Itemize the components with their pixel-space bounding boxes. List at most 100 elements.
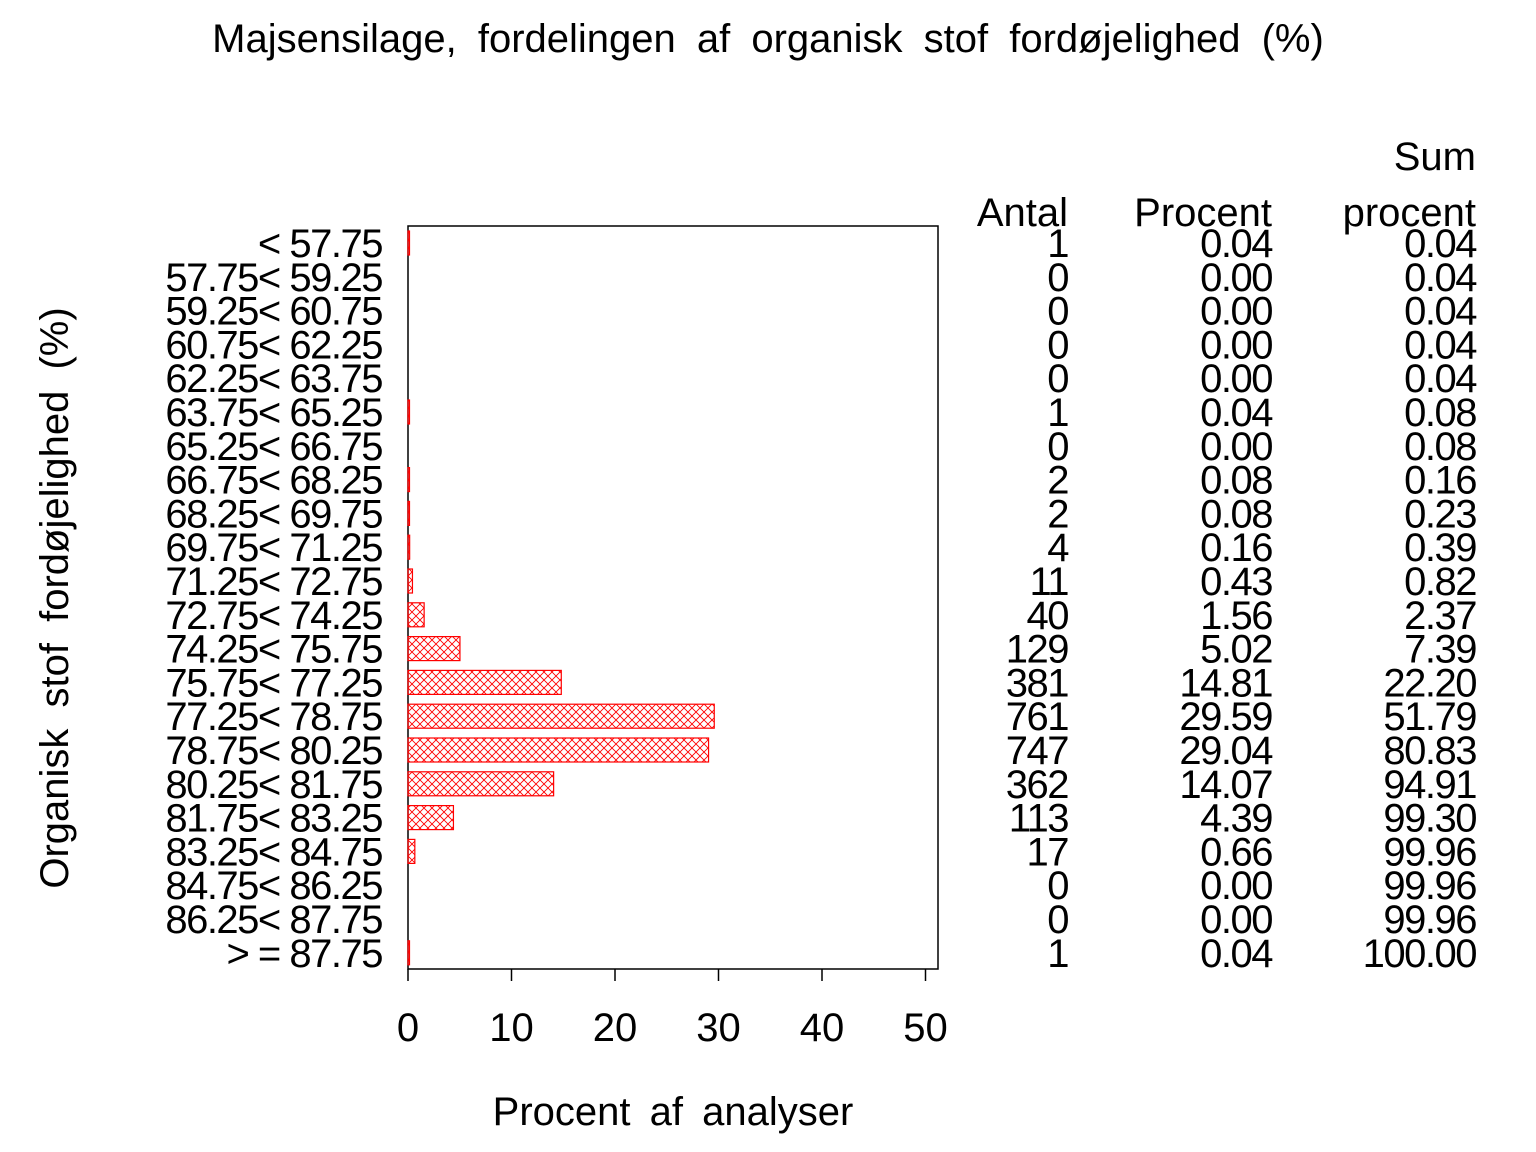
table-cell-sum-procent: 7.39 bbox=[1404, 628, 1476, 672]
bar bbox=[407, 838, 416, 865]
table-cell-procent: 0.00 bbox=[1200, 864, 1272, 908]
table-header-antal: Antal bbox=[977, 191, 1068, 235]
y-tick-label: 78.75< 80.25 bbox=[165, 729, 382, 773]
table-cell-sum-procent: 99.96 bbox=[1383, 864, 1476, 908]
bar bbox=[407, 940, 411, 966]
table-cell-antal: 0 bbox=[1047, 290, 1068, 334]
table-cell-sum-procent: 0.04 bbox=[1404, 256, 1477, 300]
table-cell-antal: 381 bbox=[1006, 661, 1068, 705]
table-cell-sum-procent: 51.79 bbox=[1383, 695, 1476, 739]
table-cell-sum-procent: 0.04 bbox=[1404, 290, 1477, 334]
table-cell-procent: 1.56 bbox=[1200, 594, 1272, 638]
table-cell-sum-procent: 94.91 bbox=[1383, 763, 1476, 807]
table-cell-antal: 0 bbox=[1047, 425, 1068, 469]
table-cell-procent: 0.08 bbox=[1200, 492, 1272, 536]
y-tick-label: 62.25< 63.75 bbox=[165, 357, 382, 401]
table-cell-sum-procent: 0.04 bbox=[1404, 323, 1477, 367]
table-cell-procent: 14.81 bbox=[1179, 661, 1272, 705]
x-tick-label: 50 bbox=[903, 1006, 948, 1050]
bar bbox=[407, 703, 715, 729]
table-cell-sum-procent: 0.39 bbox=[1404, 526, 1476, 570]
bars-layer bbox=[407, 230, 715, 966]
x-tick-label: 20 bbox=[593, 1006, 638, 1050]
x-tick-label: 40 bbox=[800, 1006, 845, 1050]
y-tick-label: > = 87.75 bbox=[226, 932, 382, 976]
table-cell-antal: 113 bbox=[1009, 797, 1069, 841]
table-cell-procent: 0.16 bbox=[1200, 526, 1272, 570]
table-cell-sum-procent: 0.04 bbox=[1404, 357, 1477, 401]
table-cell-antal: 17 bbox=[1027, 830, 1069, 874]
table-header-sum-line1: Sum bbox=[1394, 135, 1476, 179]
x-tick-label: 0 bbox=[397, 1006, 419, 1050]
table-cell-procent: 0.66 bbox=[1200, 830, 1272, 874]
table-cell-antal: 362 bbox=[1006, 763, 1068, 807]
table-cell-sum-procent: 99.96 bbox=[1383, 898, 1476, 942]
table-cell-procent: 0.00 bbox=[1200, 256, 1272, 300]
table-cell-sum-procent: 0.16 bbox=[1404, 459, 1476, 503]
x-axis-label: Procent af analyser bbox=[493, 1090, 854, 1134]
table-cell-procent: 0.04 bbox=[1200, 391, 1273, 435]
table-cell-sum-procent: 22.20 bbox=[1383, 661, 1476, 705]
data-table: Antal Procent Sum procent 1 0.04 0.040 0.00… bbox=[977, 135, 1479, 976]
table-cell-procent: 4.39 bbox=[1200, 797, 1272, 841]
table-cell-sum-procent: 0.08 bbox=[1404, 391, 1476, 435]
table-cell-antal: 2 bbox=[1047, 492, 1068, 536]
bar bbox=[407, 230, 411, 256]
table-cell-sum-procent: 80.83 bbox=[1383, 729, 1476, 773]
y-tick-label: 59.25< 60.75 bbox=[165, 290, 382, 334]
table-cell-antal: 0 bbox=[1047, 898, 1068, 942]
table-cell-antal: 1 bbox=[1047, 932, 1068, 976]
y-tick-label: 74.25< 75.75 bbox=[165, 628, 382, 672]
table-cell-procent: 0.00 bbox=[1200, 323, 1272, 367]
table-header-procent: Procent bbox=[1134, 191, 1272, 235]
table-cell-antal: 1 bbox=[1047, 391, 1068, 435]
y-tick-label: 68.25< 69.75 bbox=[165, 492, 382, 536]
bar bbox=[407, 804, 455, 831]
table-cell-antal: 2 bbox=[1047, 459, 1068, 503]
table-cell-antal: 4 bbox=[1047, 526, 1069, 570]
bar bbox=[407, 467, 411, 493]
table-cell-sum-procent: 0.82 bbox=[1404, 560, 1476, 604]
y-tick-label: 75.75< 77.25 bbox=[165, 661, 382, 705]
x-tick-label: 30 bbox=[696, 1006, 741, 1050]
table-cell-antal: 11 bbox=[1029, 560, 1068, 604]
table-cell-sum-procent: 2.37 bbox=[1404, 594, 1476, 638]
table-cell-antal: 747 bbox=[1006, 729, 1068, 773]
table-cell-antal: 761 bbox=[1006, 695, 1068, 739]
table-cell-procent: 0.00 bbox=[1200, 357, 1272, 401]
table-cell-procent: 0.04 bbox=[1200, 222, 1273, 266]
table-cell-sum-procent: 0.04 bbox=[1404, 222, 1477, 266]
y-tick-label: 80.25< 81.75 bbox=[165, 763, 382, 807]
bar bbox=[407, 568, 414, 594]
table-cell-procent: 29.59 bbox=[1179, 695, 1272, 739]
y-tick-label: 66.75< 68.25 bbox=[165, 459, 382, 503]
x-tick-label: 10 bbox=[489, 1006, 534, 1050]
y-tick-label: 69.75< 71.25 bbox=[165, 526, 382, 570]
y-tick-label: 72.75< 74.25 bbox=[165, 594, 382, 638]
x-axis-ticks: 0 10 20 30 40 50 bbox=[397, 969, 948, 1050]
table-cell-procent: 0.04 bbox=[1200, 932, 1273, 976]
bar bbox=[407, 635, 461, 662]
bar bbox=[407, 602, 425, 628]
y-tick-label: 84.75< 86.25 bbox=[165, 864, 382, 908]
table-cell-procent: 0.43 bbox=[1200, 560, 1272, 604]
y-tick-label: 83.25< 84.75 bbox=[165, 830, 382, 874]
table-cell-procent: 14.07 bbox=[1179, 763, 1272, 807]
chart-title: Majsensilage, fordelingen af organisk st… bbox=[212, 17, 1324, 61]
table-header-sum-line2: procent bbox=[1343, 191, 1476, 235]
table-cell-procent: 0.00 bbox=[1200, 290, 1272, 334]
y-tick-label: 86.25< 87.75 bbox=[165, 898, 382, 942]
table-cell-procent: 0.00 bbox=[1200, 425, 1272, 469]
table-cell-antal: 0 bbox=[1047, 256, 1068, 300]
table-cell-antal: 0 bbox=[1047, 864, 1068, 908]
table-cell-sum-procent: 100.00 bbox=[1363, 932, 1477, 976]
table-cell-antal: 1 bbox=[1047, 222, 1068, 266]
plot-frame bbox=[407, 225, 939, 970]
bar bbox=[407, 399, 411, 425]
y-tick-label: 65.25< 66.75 bbox=[165, 425, 382, 469]
bar bbox=[407, 737, 710, 763]
table-cell-procent: 0.00 bbox=[1200, 898, 1272, 942]
table-cell-antal: 0 bbox=[1047, 323, 1068, 367]
y-tick-label: < 57.75 bbox=[258, 222, 382, 266]
